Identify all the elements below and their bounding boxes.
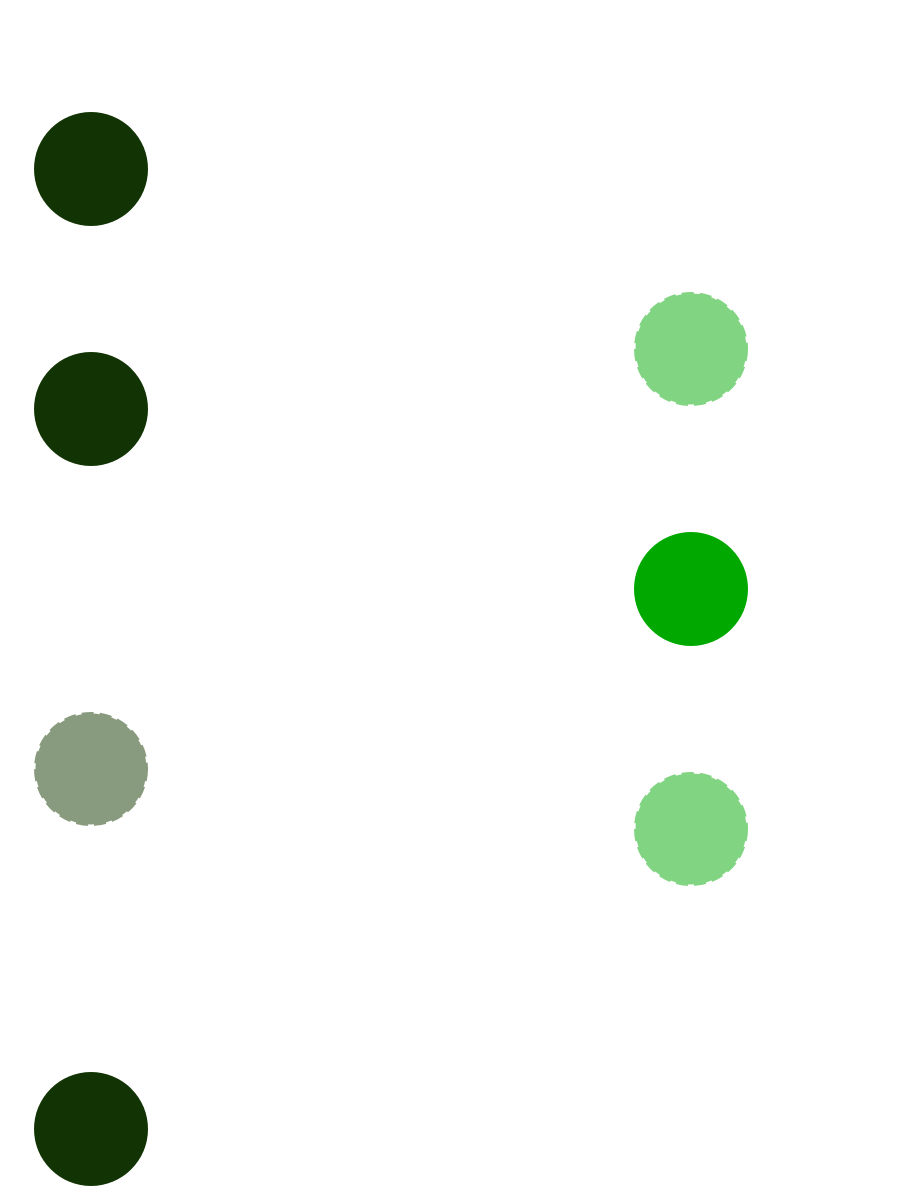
node-right-3 xyxy=(634,772,748,886)
node-left-1 xyxy=(34,112,148,226)
node-left-4 xyxy=(34,1072,148,1186)
node-left-2 xyxy=(34,352,148,466)
node-right-1 xyxy=(634,292,748,406)
node-left-3 xyxy=(34,712,148,826)
nodes-layer xyxy=(34,112,748,1186)
node-right-2 xyxy=(634,532,748,646)
